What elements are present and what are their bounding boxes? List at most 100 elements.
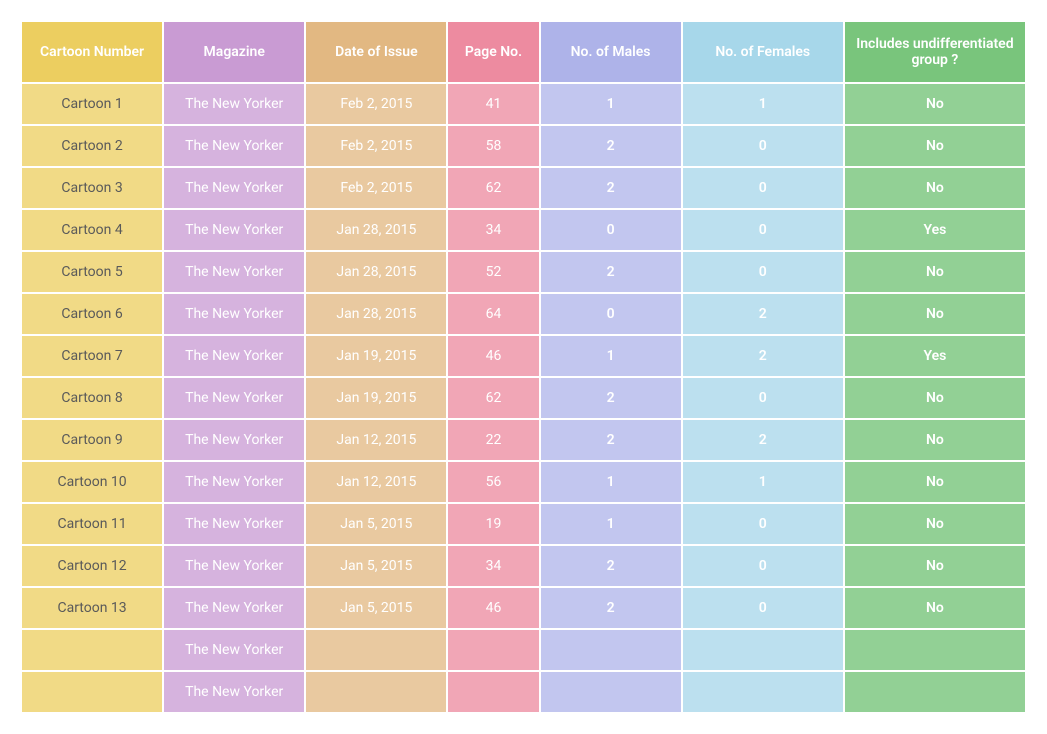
table-cell: Jan 5, 2015 <box>306 546 446 586</box>
table-row: Cartoon 10The New YorkerJan 12, 20155611… <box>22 462 1025 502</box>
column-header: Cartoon Number <box>22 22 162 82</box>
table-cell: Cartoon 8 <box>22 378 162 418</box>
table-cell: Feb 2, 2015 <box>306 126 446 166</box>
table-cell: No <box>845 462 1025 502</box>
table-cell: 58 <box>448 126 538 166</box>
table-cell: 0 <box>683 378 843 418</box>
table-cell: 2 <box>541 546 681 586</box>
table-cell: The New Yorker <box>164 336 304 376</box>
table-cell: Cartoon 2 <box>22 126 162 166</box>
table-cell: 19 <box>448 504 538 544</box>
table-cell: Yes <box>845 210 1025 250</box>
table-cell: Jan 28, 2015 <box>306 210 446 250</box>
table-cell: The New Yorker <box>164 126 304 166</box>
table-cell: 0 <box>683 126 843 166</box>
table-cell: Cartoon 13 <box>22 588 162 628</box>
table-cell: No <box>845 126 1025 166</box>
table-cell <box>541 672 681 712</box>
table-row: The New Yorker <box>22 672 1025 712</box>
table-row: Cartoon 12The New YorkerJan 5, 20153420N… <box>22 546 1025 586</box>
column-header: Date of Issue <box>306 22 446 82</box>
table-cell: 34 <box>448 210 538 250</box>
table-cell: 62 <box>448 168 538 208</box>
table-cell: Jan 28, 2015 <box>306 294 446 334</box>
table-cell: The New Yorker <box>164 462 304 502</box>
table-cell <box>683 672 843 712</box>
column-header: No. of Females <box>683 22 843 82</box>
table-cell <box>683 630 843 670</box>
table-cell <box>22 672 162 712</box>
table-cell: 2 <box>541 252 681 292</box>
column-header: Includes undifferentiated group ? <box>845 22 1025 82</box>
table-row: Cartoon 11The New YorkerJan 5, 20151910N… <box>22 504 1025 544</box>
table-cell: The New Yorker <box>164 588 304 628</box>
table-row: Cartoon 1The New YorkerFeb 2, 20154111No <box>22 84 1025 124</box>
table-row: Cartoon 7The New YorkerJan 19, 20154612Y… <box>22 336 1025 376</box>
table-cell: The New Yorker <box>164 378 304 418</box>
table-cell: 22 <box>448 420 538 460</box>
table-cell: Jan 5, 2015 <box>306 588 446 628</box>
table-header-row: Cartoon NumberMagazineDate of IssuePage … <box>22 22 1025 82</box>
cartoon-data-table: Cartoon NumberMagazineDate of IssuePage … <box>20 20 1027 714</box>
table-cell: Jan 12, 2015 <box>306 420 446 460</box>
table-cell: Cartoon 12 <box>22 546 162 586</box>
table-cell: Cartoon 9 <box>22 420 162 460</box>
table-cell: 1 <box>541 462 681 502</box>
table-cell: No <box>845 252 1025 292</box>
table-cell: 2 <box>541 420 681 460</box>
table-cell: No <box>845 420 1025 460</box>
table-cell <box>22 630 162 670</box>
table-cell: 0 <box>683 588 843 628</box>
column-header: No. of Males <box>541 22 681 82</box>
table-cell: 0 <box>683 546 843 586</box>
table-cell: Feb 2, 2015 <box>306 84 446 124</box>
table-cell: No <box>845 84 1025 124</box>
table-cell: Jan 12, 2015 <box>306 462 446 502</box>
table-row: The New Yorker <box>22 630 1025 670</box>
table-cell: Jan 5, 2015 <box>306 504 446 544</box>
table-cell: Cartoon 7 <box>22 336 162 376</box>
table-cell: Cartoon 4 <box>22 210 162 250</box>
table-cell: 34 <box>448 546 538 586</box>
table-cell: No <box>845 588 1025 628</box>
table-row: Cartoon 8The New YorkerJan 19, 20156220N… <box>22 378 1025 418</box>
table-cell <box>845 672 1025 712</box>
table-cell: 62 <box>448 378 538 418</box>
table-cell: 2 <box>683 294 843 334</box>
table-cell: No <box>845 168 1025 208</box>
table-cell: Cartoon 11 <box>22 504 162 544</box>
table-cell: The New Yorker <box>164 84 304 124</box>
table-row: Cartoon 3The New YorkerFeb 2, 20156220No <box>22 168 1025 208</box>
table-cell <box>448 630 538 670</box>
table-cell: The New Yorker <box>164 168 304 208</box>
table-cell: Jan 19, 2015 <box>306 378 446 418</box>
table-cell: The New Yorker <box>164 630 304 670</box>
table-cell: Yes <box>845 336 1025 376</box>
table-cell: No <box>845 294 1025 334</box>
table-cell: 46 <box>448 336 538 376</box>
table-row: Cartoon 13The New YorkerJan 5, 20154620N… <box>22 588 1025 628</box>
table-row: Cartoon 4The New YorkerJan 28, 20153400Y… <box>22 210 1025 250</box>
table-cell: Cartoon 10 <box>22 462 162 502</box>
table-cell: 1 <box>541 336 681 376</box>
table-cell: 56 <box>448 462 538 502</box>
table-row: Cartoon 6The New YorkerJan 28, 20156402N… <box>22 294 1025 334</box>
table-cell: The New Yorker <box>164 546 304 586</box>
table-cell: 0 <box>683 210 843 250</box>
column-header: Page No. <box>448 22 538 82</box>
table-cell: 46 <box>448 588 538 628</box>
table-cell: 52 <box>448 252 538 292</box>
table-cell: 1 <box>541 504 681 544</box>
table-cell <box>306 672 446 712</box>
table-cell: No <box>845 378 1025 418</box>
table-cell: Jan 19, 2015 <box>306 336 446 376</box>
table-body: Cartoon 1The New YorkerFeb 2, 20154111No… <box>22 84 1025 712</box>
table-cell: 1 <box>683 84 843 124</box>
column-header: Magazine <box>164 22 304 82</box>
table-cell: The New Yorker <box>164 420 304 460</box>
table-cell: 64 <box>448 294 538 334</box>
table-cell: The New Yorker <box>164 504 304 544</box>
table-cell <box>541 630 681 670</box>
table-cell: Jan 28, 2015 <box>306 252 446 292</box>
table-cell: 2 <box>541 168 681 208</box>
